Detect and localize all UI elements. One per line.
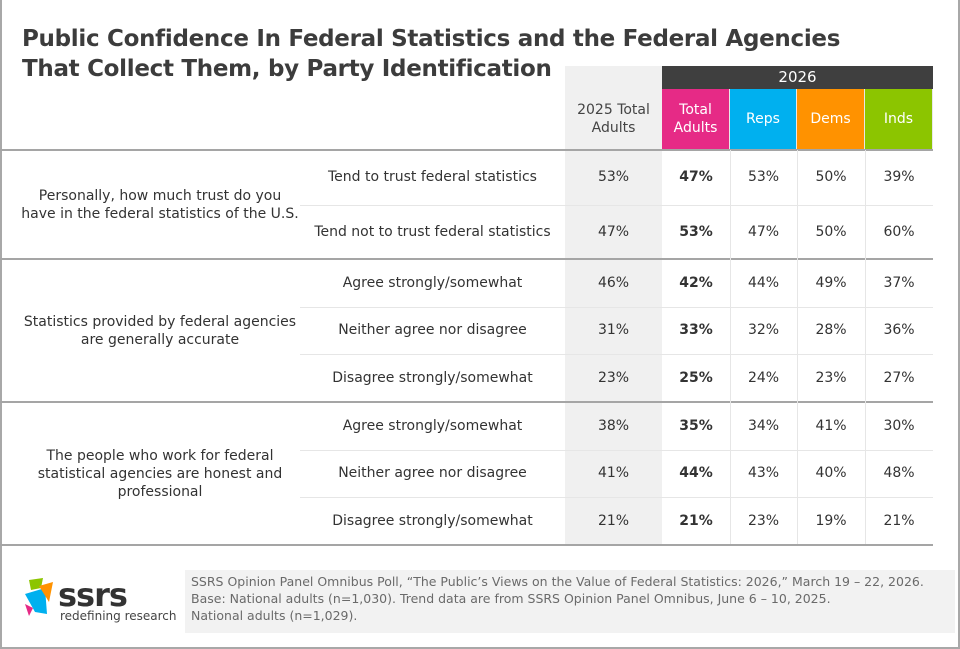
header-dems: Dems	[797, 89, 865, 149]
question-label: The people who work for federal statisti…	[37, 447, 283, 500]
table-row: Tend to trust federal statistics 53% 47% 53…	[300, 150, 933, 205]
value-cell: 23%	[815, 370, 847, 387]
row-divider	[300, 354, 933, 356]
value-cell: 47%	[747, 223, 780, 240]
row-divider	[300, 306, 933, 308]
page-title: Public Confidence In Federal Statistics …	[22, 24, 840, 84]
value-cell: 27%	[883, 370, 915, 387]
value-cell: 47%	[597, 223, 630, 240]
value-cell: 32%	[747, 322, 780, 339]
column-divider	[730, 150, 731, 544]
value-cell: 48%	[883, 465, 915, 482]
value-cell: 43%	[747, 465, 780, 482]
value-cell: 44%	[679, 465, 713, 482]
value-cell: 38%	[597, 417, 630, 434]
group-divider	[0, 401, 933, 403]
table-row: Disagree strongly/somewhat 21% 21% 23% 19% 21…	[300, 497, 933, 545]
value-cell: 23%	[747, 513, 780, 530]
source-note: SSRS Opinion Panel Omnibus Poll, “The Pu…	[185, 570, 955, 633]
year-header: 2026	[662, 66, 933, 89]
table-bottom-border	[0, 544, 933, 546]
value-cell: 25%	[679, 370, 713, 387]
value-cell: 21%	[679, 513, 713, 530]
value-cell: 49%	[815, 274, 847, 291]
value-cell: 53%	[679, 223, 713, 240]
logo-wordmark: ssrs	[58, 576, 128, 614]
value-cell: 53%	[597, 169, 630, 186]
answer-label: Agree strongly/somewhat	[342, 417, 523, 434]
title-line-1: Public Confidence In Federal Statistics …	[22, 26, 841, 52]
value-cell: 37%	[883, 274, 915, 291]
table-row: Neither agree nor disagree 41% 44% 43% 40% 48…	[300, 450, 933, 498]
value-cell: 50%	[815, 223, 847, 240]
source-line-3: National adults (n=1,029).	[191, 608, 358, 623]
value-cell: 33%	[679, 322, 713, 339]
row-divider	[300, 449, 933, 451]
answer-label: Tend not to trust federal statistics	[314, 223, 551, 240]
column-divider	[865, 150, 866, 544]
answer-label: Disagree strongly/somewhat	[332, 513, 533, 530]
value-cell: 36%	[883, 322, 915, 339]
title-line-2: That Collect Them, by Party Identificati…	[22, 56, 552, 82]
value-cell: 28%	[815, 322, 847, 339]
ssrs-logo-icon	[25, 578, 53, 616]
value-cell: 23%	[597, 370, 630, 387]
value-cell: 53%	[747, 169, 780, 186]
value-cell: 46%	[597, 274, 630, 291]
header-2025-total: 2025 Total Adults	[577, 102, 650, 136]
row-divider	[300, 497, 933, 499]
answer-label: Agree strongly/somewhat	[342, 274, 523, 291]
row-divider	[300, 204, 933, 206]
source-line-2: Base: National adults (n=1,030). Trend d…	[191, 591, 831, 606]
value-cell: 44%	[747, 274, 780, 291]
logo-tagline: redefining research	[60, 609, 177, 623]
table-row: Tend not to trust federal statistics 47% 5…	[300, 205, 933, 260]
table-row: Disagree strongly/somewhat 23% 25% 24% 23% 27…	[300, 354, 933, 402]
value-cell: 39%	[883, 169, 915, 186]
answer-label: Tend to trust federal statistics	[328, 169, 537, 186]
value-cell: 47%	[679, 169, 713, 186]
value-cell: 34%	[747, 417, 780, 434]
value-cell: 21%	[883, 513, 915, 530]
question-label: Statistics provided by federal agencies …	[23, 313, 297, 348]
value-cell: 50%	[815, 169, 847, 186]
group-divider	[0, 258, 933, 260]
source-line-1: SSRS Opinion Panel Omnibus Poll, “The Pu…	[191, 574, 924, 589]
value-cell: 31%	[597, 322, 630, 339]
header-total-adults: Total Adults	[662, 89, 730, 149]
column-divider	[797, 150, 798, 544]
group-divider	[0, 149, 933, 151]
value-cell: 41%	[815, 417, 847, 434]
value-cell: 42%	[679, 274, 713, 291]
value-cell: 30%	[883, 417, 915, 434]
value-cell: 40%	[815, 465, 847, 482]
table-row: Neither agree nor disagree 31% 33% 32% 28% 36…	[300, 307, 933, 355]
value-cell: 60%	[883, 223, 915, 240]
value-cell: 24%	[747, 370, 780, 387]
table-row: Agree strongly/somewhat 38% 35% 34% 41% 30%	[300, 402, 933, 450]
answer-label: Neither agree nor disagree	[338, 322, 527, 339]
header-inds: Inds	[865, 89, 933, 149]
answer-label: Neither agree nor disagree	[338, 465, 527, 482]
header-reps: Reps	[730, 89, 797, 149]
question-label: Personally, how much trust do you have i…	[21, 187, 299, 222]
answer-label: Disagree strongly/somewhat	[332, 370, 533, 387]
value-cell: 21%	[597, 513, 630, 530]
value-cell: 41%	[597, 465, 630, 482]
value-cell: 35%	[679, 417, 713, 434]
column-2025-background	[565, 66, 662, 545]
table-row: Agree strongly/somewhat 46% 42% 44% 49% 37%	[300, 259, 933, 307]
value-cell: 19%	[815, 513, 847, 530]
